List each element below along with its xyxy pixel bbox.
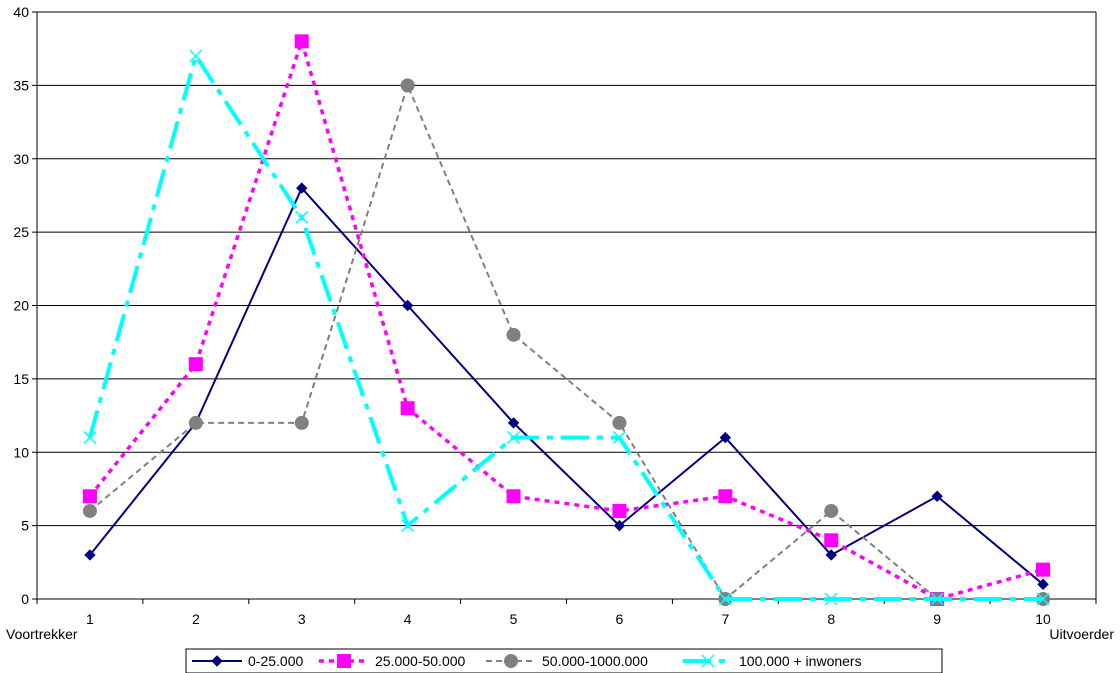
gridlines (37, 11, 1096, 527)
x-tick-label-3: 3 (298, 611, 306, 627)
series-1-point-9 (931, 490, 943, 502)
legend-label-1: 0-25.000 (248, 653, 303, 669)
series-3-line (89, 82, 1044, 601)
series-1-point-10 (1037, 578, 1049, 591)
series-3 (82, 78, 1051, 606)
series-1-point-5 (507, 417, 520, 429)
y-tick-label-0: 0 (21, 591, 29, 607)
series-1-point-3 (296, 182, 308, 194)
x-tick-label-7: 7 (721, 611, 729, 627)
series-1-point-7 (719, 431, 732, 444)
series-4-point-3 (295, 210, 309, 224)
series-1-point-6 (613, 519, 626, 532)
x-end-label-left: Voortrekker (6, 626, 78, 642)
series-1 (84, 182, 1049, 591)
series-4-point-5 (507, 431, 521, 445)
series-group (82, 34, 1051, 606)
series-3-point-4 (400, 78, 415, 93)
y-tick-label-20: 20 (13, 298, 29, 314)
series-4-point-6 (612, 431, 626, 445)
x-tick-label-10: 10 (1035, 611, 1051, 627)
series-2-point-4 (400, 401, 415, 416)
series-2-line (88, 35, 1044, 601)
series-2-point-6 (612, 503, 627, 518)
y-tick-labels: 0 5 10 15 20 25 30 35 40 (13, 4, 29, 607)
series-2-point-2 (188, 357, 203, 372)
legend-marker-4 (701, 654, 715, 668)
series-4-point-2 (189, 49, 203, 63)
series-2-point-8 (824, 533, 839, 548)
series-3-point-3 (294, 415, 309, 430)
x-end-label-right: Uitvoerder (1049, 626, 1114, 642)
legend-label-2: 25.000-50.000 (375, 653, 466, 669)
series-3-point-1 (82, 503, 97, 518)
series-2-point-1 (82, 489, 97, 504)
series-2 (82, 34, 1051, 606)
series-1-point-8 (825, 549, 837, 561)
series-4-point-1 (83, 431, 97, 445)
y-tick-label-15: 15 (13, 371, 29, 387)
series-4-line (88, 51, 1044, 601)
legend-box (185, 648, 943, 673)
x-tick-labels: 1 2 3 4 5 6 7 8 9 10 (86, 611, 1051, 627)
x-tick-label-9: 9 (933, 611, 941, 627)
legend-label-3: 50.000-1000.000 (542, 653, 648, 669)
series-4 (83, 49, 1050, 606)
series-4-point-10 (1036, 592, 1050, 606)
series-4-point-4 (401, 519, 415, 533)
series-1-point-1 (84, 549, 96, 561)
series-2-point-10 (1036, 562, 1051, 577)
series-3-point-6 (612, 415, 627, 430)
x-tick-label-4: 4 (404, 611, 412, 627)
series-1-point-4 (401, 299, 414, 312)
legend-marker-1 (211, 655, 223, 667)
legend-marker-3 (504, 654, 518, 668)
y-tick-label-25: 25 (13, 224, 29, 240)
series-1-line (89, 186, 1044, 586)
x-tick-label-2: 2 (192, 611, 200, 627)
axes (32, 11, 1097, 604)
y-tick-label-40: 40 (13, 4, 29, 20)
y-tick-label-5: 5 (21, 518, 29, 534)
series-3-point-8 (824, 503, 839, 518)
legend-label-4: 100.000 + inwoners (739, 653, 862, 669)
series-3-point-2 (188, 415, 203, 430)
series-4-point-7 (718, 592, 732, 606)
y-tick-label-35: 35 (13, 77, 29, 93)
series-2-point-7 (718, 489, 733, 504)
series-3-point-5 (506, 327, 521, 342)
series-2-point-3 (294, 34, 309, 49)
series-4-point-9 (930, 592, 944, 606)
x-tick-label-1: 1 (86, 611, 94, 627)
series-4-point-8 (824, 592, 838, 606)
legend-marker-2 (337, 654, 351, 668)
x-tick-label-6: 6 (616, 611, 624, 627)
y-tick-label-30: 30 (13, 151, 29, 167)
x-tick-label-5: 5 (510, 611, 518, 627)
series-2-point-5 (506, 489, 521, 504)
legend: 0-25.000 25.000-50.000 50.000-1000.000 100.… (185, 648, 943, 673)
y-tick-label-10: 10 (13, 444, 29, 460)
x-tick-label-8: 8 (827, 611, 835, 627)
